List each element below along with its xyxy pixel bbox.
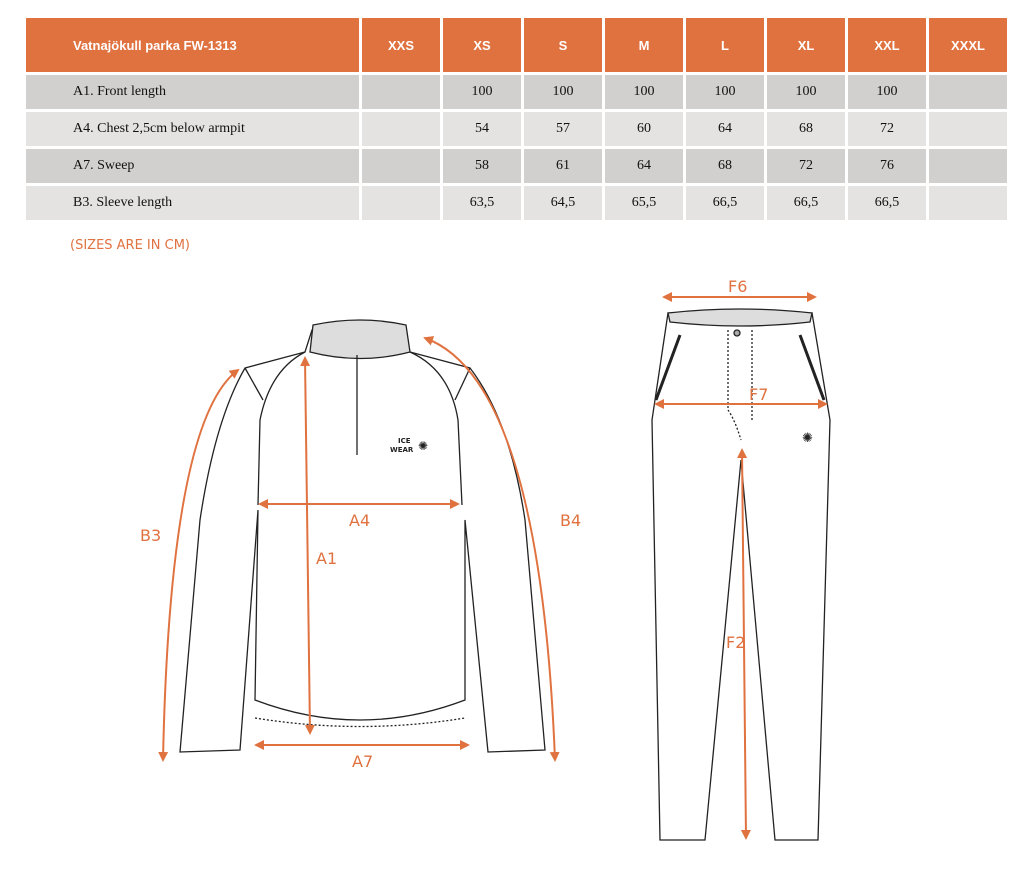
measurement-value: 100 (767, 75, 845, 109)
measurement-value: 68 (686, 149, 764, 183)
size-header-xxl: XXL (848, 18, 926, 72)
table-row: A1. Front length 100 100 100 100 100 100 (26, 75, 1007, 109)
measurement-value: 72 (848, 112, 926, 146)
table-row: A4. Chest 2,5cm below armpit 54 57 60 64 68 72 (26, 112, 1007, 146)
a7-label: A7 (352, 752, 373, 771)
snowflake-logo-icon: ✺ (418, 439, 428, 453)
measurement-value (929, 112, 1007, 146)
logo-text: ICE (398, 437, 411, 445)
logo-text-2: WEAR (390, 446, 414, 454)
a4-label: A4 (349, 511, 370, 530)
measurement-value: 66,5 (686, 186, 764, 220)
jacket-drawing (179, 319, 546, 753)
measurement-value: 58 (443, 149, 521, 183)
size-header-xxxl: XXXL (929, 18, 1007, 72)
measurement-value: 57 (524, 112, 602, 146)
measurement-value: 61 (524, 149, 602, 183)
size-table: Vatnajökull parka FW-1313 XXS XS S M L XL XXL X… (23, 15, 1010, 223)
measurement-value: 64 (686, 112, 764, 146)
table-row: B3. Sleeve length 63,5 64,5 65,5 66,5 66,5 66,… (26, 186, 1007, 220)
b4-arrow (423, 336, 560, 762)
measurement-value: 54 (443, 112, 521, 146)
measurement-label: A4. Chest 2,5cm below armpit (26, 112, 359, 146)
measurement-value: 66,5 (848, 186, 926, 220)
measurement-label: A1. Front length (26, 75, 359, 109)
size-header-xs: XS (443, 18, 521, 72)
measurement-value: 64 (605, 149, 683, 183)
measurement-value: 60 (605, 112, 683, 146)
pants-logo-icon: ✺ (802, 430, 813, 445)
measurement-label: B3. Sleeve length (26, 186, 359, 220)
table-row: A7. Sweep 58 61 64 68 72 76 (26, 149, 1007, 183)
a1-label: A1 (316, 549, 337, 568)
size-header-xxs: XXS (362, 18, 440, 72)
measurement-value: 72 (767, 149, 845, 183)
f2-arrow (737, 448, 751, 840)
f2-label: F2 (726, 633, 745, 652)
size-header-s: S (524, 18, 602, 72)
measurement-value: 100 (443, 75, 521, 109)
measurement-value (362, 75, 440, 109)
measurement-value: 100 (605, 75, 683, 109)
b3-label: B3 (140, 526, 161, 545)
measurement-value: 68 (767, 112, 845, 146)
measurement-value (362, 112, 440, 146)
size-header-m: M (605, 18, 683, 72)
product-title: Vatnajökull parka FW-1313 (26, 18, 359, 72)
b3-arrow (158, 368, 240, 762)
measurement-value (929, 186, 1007, 220)
measurement-value (362, 149, 440, 183)
f6-label: F6 (728, 277, 747, 296)
measurement-value: 65,5 (605, 186, 683, 220)
measurement-value: 100 (686, 75, 764, 109)
units-note: (SIZES ARE IN CM) (70, 238, 190, 253)
pants-drawing (651, 308, 831, 841)
measurement-value (929, 149, 1007, 183)
measurement-value: 66,5 (767, 186, 845, 220)
measurement-label: A7. Sweep (26, 149, 359, 183)
measurement-value: 64,5 (524, 186, 602, 220)
measurement-value (929, 75, 1007, 109)
measurement-value: 63,5 (443, 186, 521, 220)
a1-arrow (300, 356, 315, 735)
header-row: Vatnajökull parka FW-1313 XXS XS S M L XL XXL X… (26, 18, 1007, 72)
size-header-l: L (686, 18, 764, 72)
measurement-value: 76 (848, 149, 926, 183)
measurement-value: 100 (848, 75, 926, 109)
measurement-value: 100 (524, 75, 602, 109)
b4-label: B4 (560, 511, 581, 530)
size-header-xl: XL (767, 18, 845, 72)
measurement-value (362, 186, 440, 220)
f7-label: F7 (749, 385, 768, 404)
